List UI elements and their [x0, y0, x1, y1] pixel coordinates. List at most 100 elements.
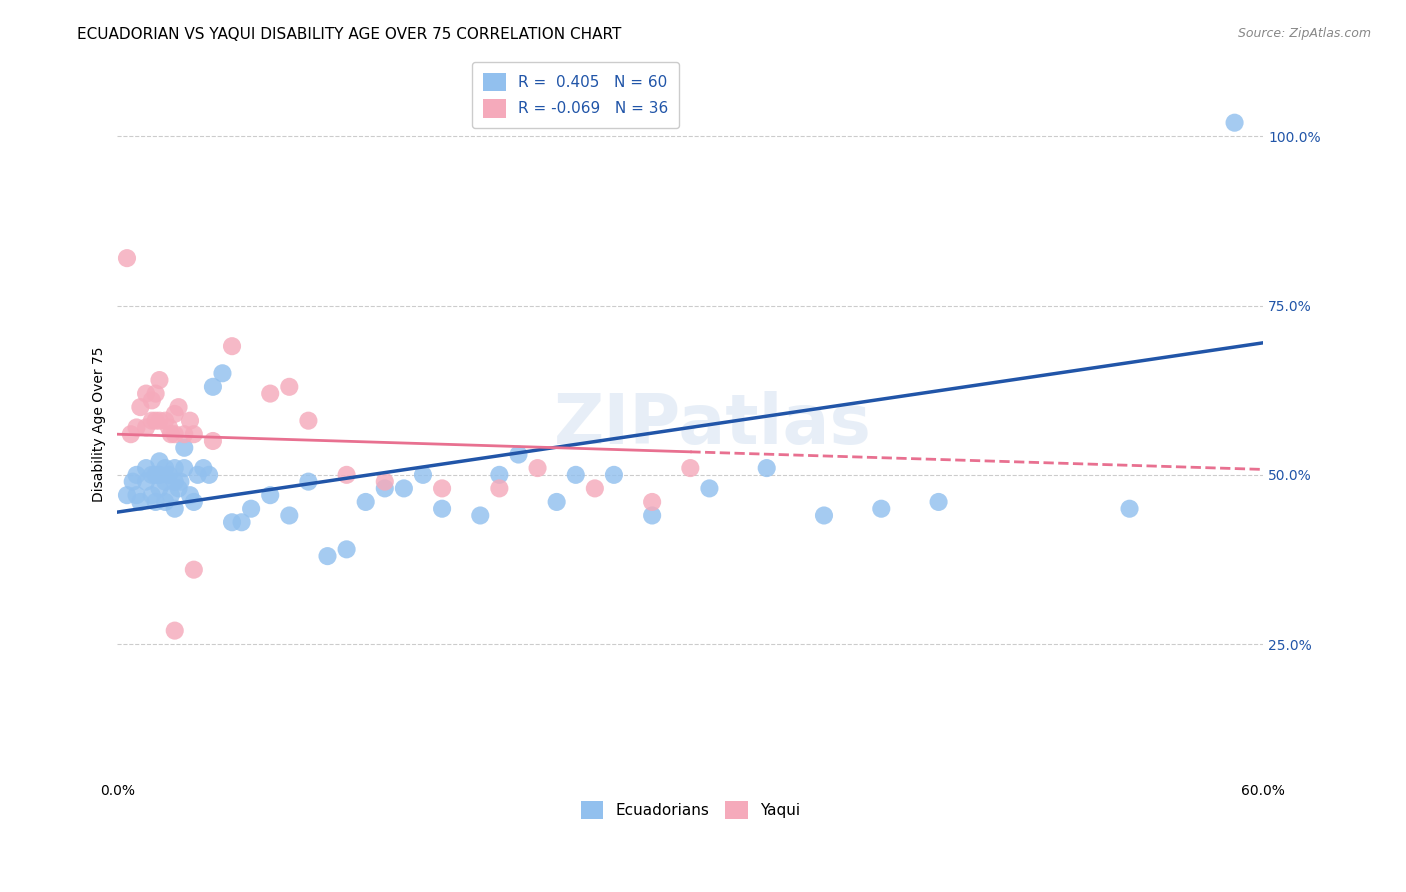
Point [755, 461, 778, 475]
Point [173, 441, 195, 455]
Point [141, 414, 163, 428]
Point [928, 495, 950, 509]
Point [430, 482, 453, 496]
Point [167, 400, 190, 414]
Point [163, 624, 186, 638]
Point [125, 488, 148, 502]
Point [336, 542, 359, 557]
Point [470, 508, 492, 523]
Point [193, 461, 215, 475]
Point [120, 427, 142, 442]
Point [354, 495, 377, 509]
Point [163, 407, 186, 421]
Point [679, 461, 702, 475]
Point [183, 427, 205, 442]
Point [163, 461, 186, 475]
Point [564, 467, 586, 482]
Point [198, 467, 221, 482]
Point [141, 467, 163, 482]
Point [583, 482, 606, 496]
Point [160, 488, 183, 502]
Point [163, 475, 186, 489]
Point [316, 549, 339, 563]
Point [488, 467, 510, 482]
Point [221, 515, 243, 529]
Point [374, 482, 396, 496]
Point [297, 414, 319, 428]
Point [603, 467, 626, 482]
Point [297, 475, 319, 489]
Point [160, 427, 183, 442]
Point [145, 414, 167, 428]
Legend: Ecuadorians, Yaqui: Ecuadorians, Yaqui [575, 795, 806, 825]
Point [129, 400, 152, 414]
Point [157, 467, 180, 482]
Point [153, 461, 176, 475]
Text: ZIPatlas: ZIPatlas [554, 391, 872, 458]
Point [148, 414, 170, 428]
Point [240, 501, 263, 516]
Point [135, 420, 157, 434]
Point [135, 461, 157, 475]
Point [163, 427, 186, 442]
Point [141, 393, 163, 408]
Point [115, 488, 138, 502]
Point [813, 508, 835, 523]
Point [870, 501, 893, 516]
Point [699, 482, 721, 496]
Point [173, 427, 195, 442]
Point [148, 454, 170, 468]
Point [546, 495, 568, 509]
Point [141, 488, 163, 502]
Point [183, 495, 205, 509]
Point [145, 467, 167, 482]
Point [187, 467, 209, 482]
Point [526, 461, 548, 475]
Point [148, 467, 170, 482]
Point [412, 467, 434, 482]
Point [508, 448, 530, 462]
Point [169, 475, 191, 489]
Point [167, 482, 190, 496]
Point [125, 467, 148, 482]
Point [135, 386, 157, 401]
Point [145, 386, 167, 401]
Point [278, 380, 301, 394]
Point [145, 495, 167, 509]
Point [163, 501, 186, 516]
Point [641, 495, 664, 509]
Point [259, 488, 281, 502]
Point [1223, 116, 1246, 130]
Point [488, 482, 510, 496]
Point [157, 420, 180, 434]
Point [231, 515, 253, 529]
Point [374, 475, 396, 489]
Point [173, 461, 195, 475]
Point [641, 508, 664, 523]
Y-axis label: Disability Age Over 75: Disability Age Over 75 [93, 346, 107, 502]
Point [125, 420, 148, 434]
Point [153, 475, 176, 489]
Point [179, 414, 201, 428]
Point [221, 339, 243, 353]
Point [211, 366, 233, 380]
Point [259, 386, 281, 401]
Point [153, 414, 176, 428]
Text: Source: ZipAtlas.com: Source: ZipAtlas.com [1237, 27, 1371, 40]
Point [430, 501, 453, 516]
Point [392, 482, 415, 496]
Point [135, 475, 157, 489]
Point [1118, 501, 1140, 516]
Point [148, 482, 170, 496]
Point [129, 495, 152, 509]
Point [121, 475, 143, 489]
Point [201, 380, 224, 394]
Point [115, 251, 138, 265]
Point [183, 563, 205, 577]
Point [148, 373, 170, 387]
Point [278, 508, 301, 523]
Text: ECUADORIAN VS YAQUI DISABILITY AGE OVER 75 CORRELATION CHART: ECUADORIAN VS YAQUI DISABILITY AGE OVER … [77, 27, 621, 42]
Point [336, 467, 359, 482]
Point [201, 434, 224, 448]
Point [179, 488, 201, 502]
